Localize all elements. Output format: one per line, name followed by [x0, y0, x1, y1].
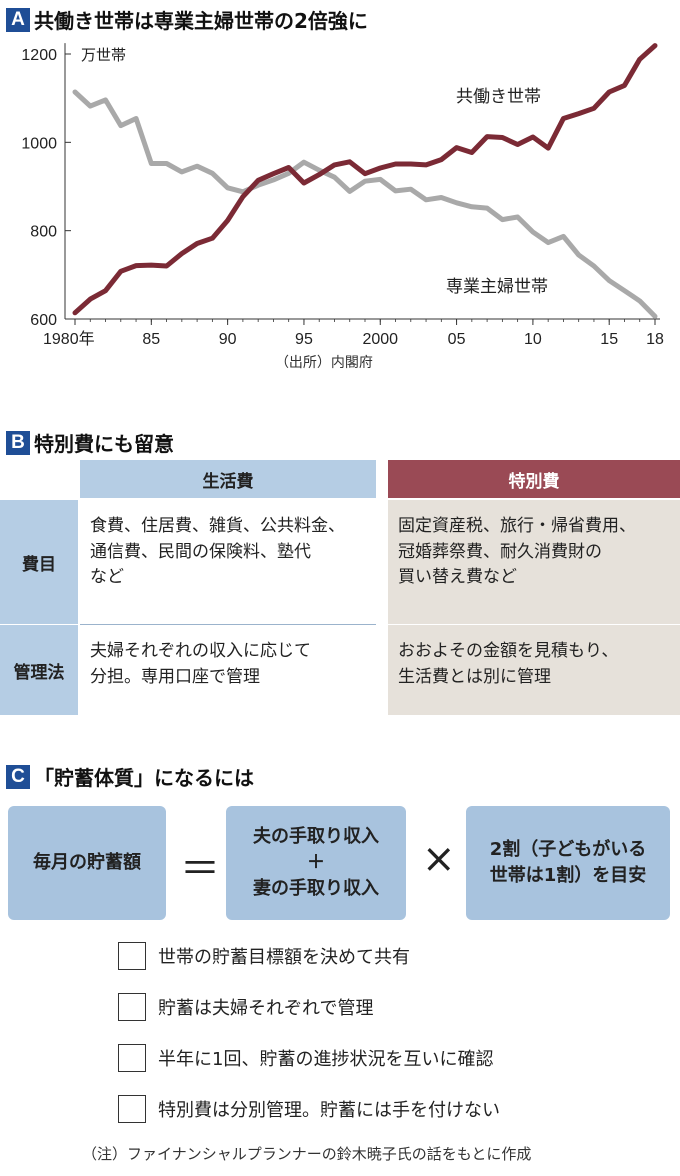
row-divider [0, 624, 78, 625]
y-tick-label: 1200 [21, 47, 57, 64]
wife-income: 妻の手取り収入 [253, 878, 379, 900]
cell-line: 分担。専用口座で管理 [90, 666, 260, 687]
section-c-title: 「貯蓄体質」になるには [34, 766, 254, 790]
x-tick-label: 90 [219, 331, 237, 348]
x-tick-label: 1980年 [43, 330, 95, 348]
section-b-header: B 特別費にも留意 [6, 428, 174, 457]
checkbox[interactable] [118, 942, 146, 970]
y-unit-label: 万世帯 [81, 46, 126, 64]
rate-line: 2割（子どもがいる [489, 838, 647, 860]
x-tick-label: 10 [524, 331, 542, 348]
multiply-sign: × [422, 836, 456, 882]
series-label-dual-income: 共働き世帯 [456, 87, 541, 107]
cell-items-special: 固定資産税、旅行・帰省費用、 冠婚葬祭費、耐久消費財の 買い替え費など [388, 500, 680, 624]
checklist-item: 特別費は分別管理。貯蓄には手を付けない [118, 1095, 500, 1123]
row-divider [80, 624, 376, 625]
y-tick-label: 600 [30, 312, 57, 329]
y-tick-label: 1000 [21, 135, 57, 152]
plus-sign: ＋ [307, 851, 325, 873]
section-b-badge: B [6, 430, 30, 455]
checklist-text: 特別費は分別管理。貯蓄には手を付けない [158, 1100, 500, 1121]
x-tick-label: 95 [295, 331, 313, 348]
cell-line: 通信費、民間の保険料、塾代 [90, 541, 311, 562]
checklist-item: 貯蓄は夫婦それぞれで管理 [118, 993, 373, 1021]
series-dual-income-line [72, 43, 658, 316]
x-tick-label: 2000 [362, 331, 398, 348]
column-header-living: 生活費 [80, 460, 376, 498]
checklist-item: 世帯の貯蓄目標額を決めて共有 [118, 942, 410, 970]
rate-line: 世帯は1割）を目安 [489, 865, 647, 886]
section-c-badge: C [6, 764, 30, 789]
x-tick-label: 85 [142, 331, 160, 348]
row-label-method: 管理法 [0, 625, 78, 715]
section-c-header: C 「貯蓄体質」になるには [6, 762, 254, 791]
income-box: 夫の手取り収入 ＋ 妻の手取り収入 [226, 806, 406, 920]
checkbox[interactable] [118, 1044, 146, 1072]
source-note: （出所）内閣府 [275, 355, 373, 371]
husband-income: 夫の手取り収入 [253, 825, 379, 847]
section-b-title: 特別費にも留意 [34, 432, 174, 456]
cell-line: 固定資産税、旅行・帰省費用、 [398, 516, 636, 536]
checklist-text: 貯蓄は夫婦それぞれで管理 [158, 998, 374, 1019]
cell-line: 夫婦それぞれの収入に応じて [90, 641, 311, 661]
cell-line: おおよその金額を見積もり、 [398, 641, 619, 661]
cell-method-living: 夫婦それぞれの収入に応じて 分担。専用口座で管理 [80, 625, 376, 715]
section-a-badge: A [6, 7, 30, 32]
cell-line: など [90, 567, 124, 587]
column-header-special: 特別費 [388, 460, 680, 498]
checkbox[interactable] [118, 1095, 146, 1123]
equals-sign: ＝ [180, 846, 220, 892]
x-tick-label: 05 [448, 331, 466, 348]
checklist-text: 世帯の貯蓄目標額を決めて共有 [158, 947, 410, 968]
cell-line: 食費、住居費、雑貨、公共料金、 [90, 516, 345, 536]
checklist-text: 半年に1回、貯蓄の進捗状況を互いに確認 [158, 1049, 494, 1070]
checklist-item: 半年に1回、貯蓄の進捗状況を互いに確認 [118, 1044, 493, 1072]
household-line-chart: 600 800 1000 1200 万世帯 1980年 85 90 95 2000 05 10 15 18… [21, 43, 664, 371]
row-label-items: 費目 [0, 500, 78, 624]
cell-line: 冠婚葬祭費、耐久消費財の [398, 541, 602, 562]
savings-box: 毎月の貯蓄額 [8, 806, 166, 920]
series-label-housewife: 専業主婦世帯 [446, 277, 548, 297]
y-tick-label: 800 [30, 224, 57, 241]
chart-series [72, 43, 658, 319]
cell-method-special: おおよその金額を見積もり、 生活費とは別に管理 [388, 625, 680, 715]
footnote: （注）ファイナンシャルプランナーの鈴木暁子氏の話をもとに作成 [82, 1145, 532, 1163]
cell-line: 生活費とは別に管理 [398, 666, 551, 687]
checkbox[interactable] [118, 993, 146, 1021]
x-tick-label: 18 [646, 331, 664, 348]
chart-axes: 600 800 1000 1200 万世帯 1980年 85 90 95 2000 05 10 15 18… [21, 43, 664, 371]
row-divider [388, 624, 680, 625]
section-a-title: 共働き世帯は専業主婦世帯の2倍強に [34, 9, 368, 33]
cell-items-living: 食費、住居費、雑貨、公共料金、 通信費、民間の保険料、塾代 など [80, 500, 376, 624]
x-tick-label: 15 [600, 331, 618, 348]
series-housewife-line [72, 89, 658, 319]
cell-line: 買い替え費など [398, 567, 517, 587]
rate-box: 2割（子どもがいる 世帯は1割）を目安 [466, 806, 670, 920]
section-a-header: A 共働き世帯は専業主婦世帯の2倍強に [6, 5, 368, 34]
